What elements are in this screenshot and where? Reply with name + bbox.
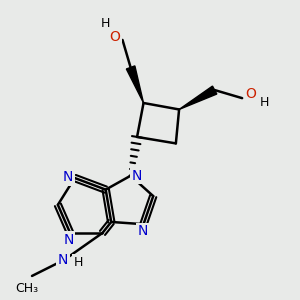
Text: H: H	[74, 256, 83, 268]
Text: N: N	[58, 253, 68, 267]
Polygon shape	[126, 66, 143, 103]
Text: N: N	[132, 169, 142, 183]
Text: N: N	[137, 224, 148, 238]
Text: N: N	[63, 170, 74, 184]
Polygon shape	[179, 86, 217, 110]
Text: CH₃: CH₃	[16, 282, 39, 295]
Text: O: O	[109, 30, 120, 44]
Text: N: N	[63, 233, 74, 247]
Text: H: H	[101, 16, 110, 30]
Text: O: O	[246, 87, 256, 101]
Text: H: H	[260, 95, 269, 109]
